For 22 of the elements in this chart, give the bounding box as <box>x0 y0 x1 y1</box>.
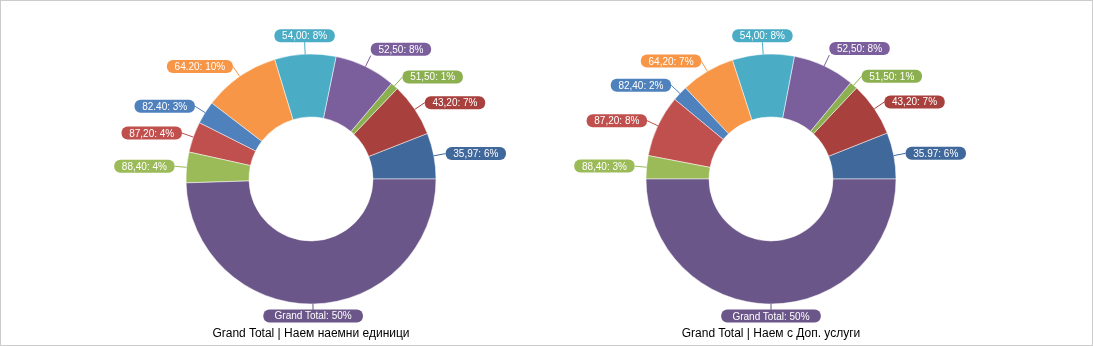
slice-label: 52,50: 8% <box>837 43 883 55</box>
slice-label: Grand Total: 50% <box>274 310 352 322</box>
slice-label: 51,50: 1% <box>410 71 456 83</box>
slice-label: 52,50: 8% <box>378 43 424 55</box>
slice-label: 82.40: 3% <box>142 100 188 112</box>
slice-label: 54,00: 8% <box>282 30 328 42</box>
slice-label: Grand Total: 50% <box>732 310 810 322</box>
slice-label: 88,40: 4% <box>121 160 168 172</box>
slice-label: 88,40: 3% <box>581 160 628 172</box>
slice-label: 43,20: 7% <box>891 96 938 108</box>
text: Grand Total | Наем наемни единици <box>212 326 410 340</box>
slice-label: 35.97: 6% <box>913 147 959 159</box>
slice-label: 64,20: 7% <box>648 55 694 67</box>
slice-label: 87,20: 8% <box>594 115 640 127</box>
slice-label: 51,50: 1% <box>869 70 915 82</box>
slice-label: 35,97: 6% <box>453 148 499 160</box>
slice-label: 87,20: 4% <box>129 127 175 139</box>
slice-label: 54,00: 8% <box>739 30 786 42</box>
slice-label: 43,20: 7% <box>432 97 478 109</box>
slice-label: 64.20: 10% <box>174 60 226 72</box>
slice-label: 82,40: 2% <box>618 79 664 91</box>
text: Grand Total | Наем с Доп. услуги <box>681 326 861 340</box>
